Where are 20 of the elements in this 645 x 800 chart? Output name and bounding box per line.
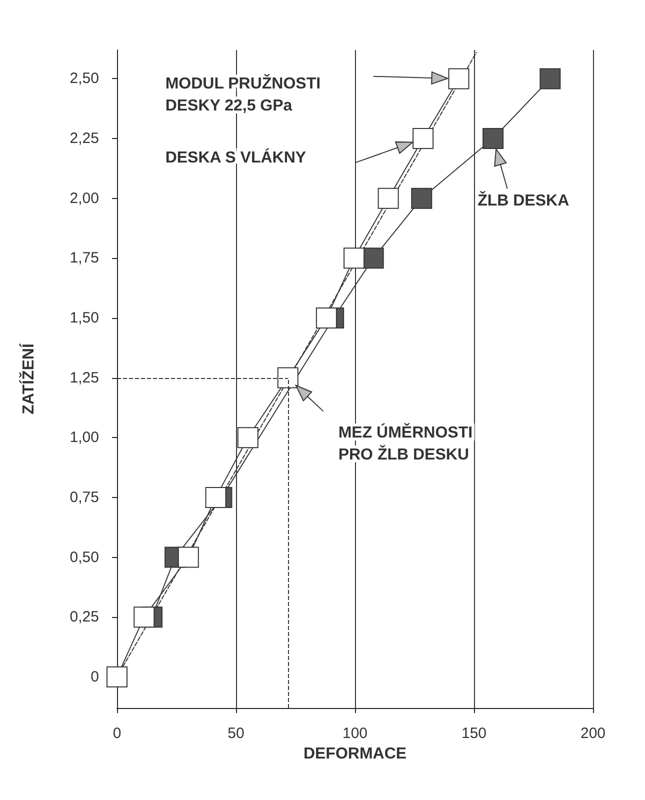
y-tick-label: 1,25 (70, 369, 99, 386)
x-tick-label: 150 (461, 725, 487, 742)
y-tick-label: 0,50 (70, 548, 99, 566)
y-axis-title: ZATÍŽENÍ (18, 343, 38, 414)
x-tick-label: 100 (342, 725, 368, 742)
y-tick-label: 1,50 (70, 309, 99, 326)
y-tick-label: 2,50 (70, 70, 99, 88)
y-tick-label: 2,25 (70, 130, 99, 148)
y-tick-label: 0 (90, 668, 99, 686)
y-tick-label: 0,75 (70, 488, 99, 506)
x-tick-label: 0 (112, 725, 122, 742)
x-tick-label: 50 (228, 725, 244, 742)
annotation: DESKA S VLÁKNY (165, 147, 306, 166)
y-tick-label: 1,00 (70, 429, 99, 446)
y-tick-label: 0,25 (70, 608, 99, 626)
x-axis-title: DEFORMACE (303, 745, 407, 762)
y-tick-label: 2,00 (70, 190, 99, 207)
annotation: ŽLB DESKA (478, 190, 570, 210)
x-tick-label: 200 (580, 725, 606, 742)
y-tick-label: 1,75 (70, 250, 99, 267)
